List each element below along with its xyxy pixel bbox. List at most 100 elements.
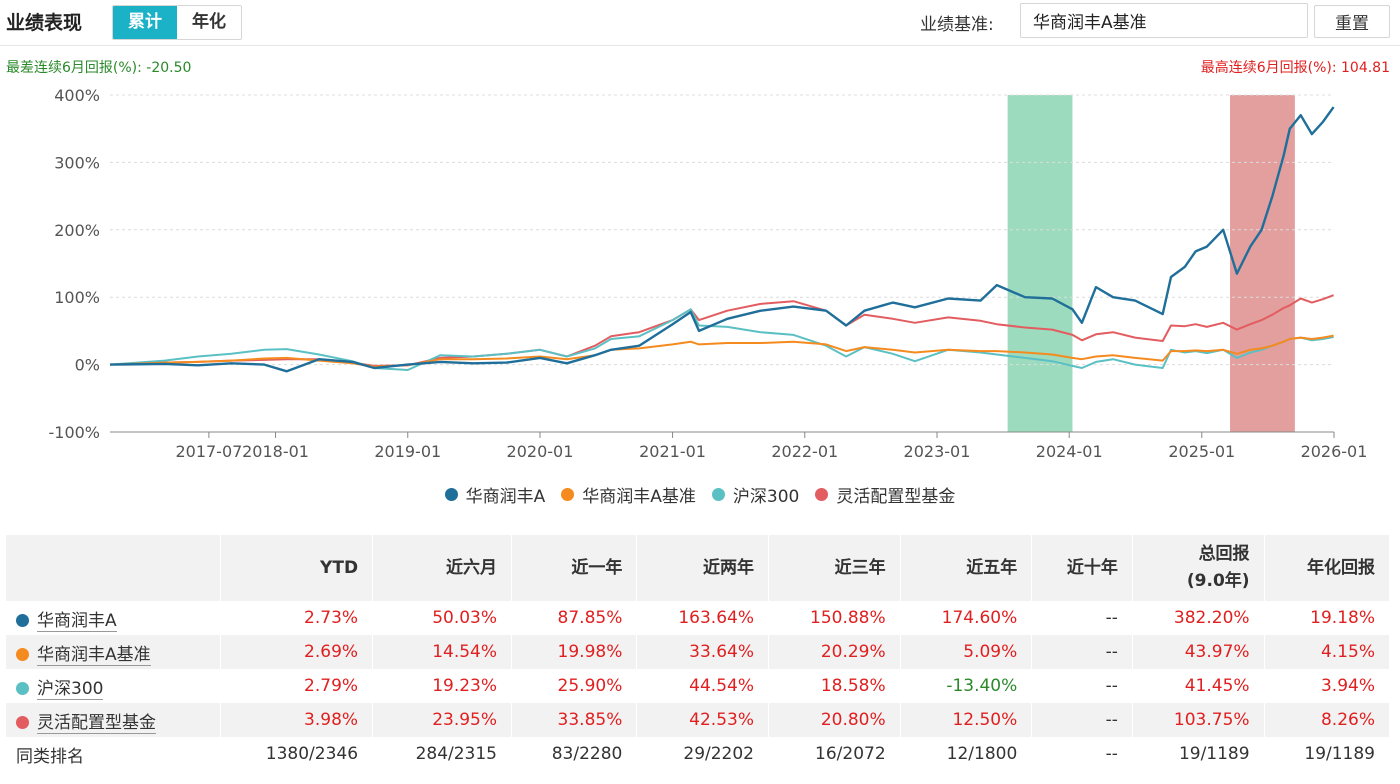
value-cell: 2.69% — [220, 635, 374, 669]
row-name-cell: 华商润丰A — [6, 601, 221, 635]
value-cell: 87.85% — [511, 601, 638, 635]
value-cell: -- — [1031, 669, 1133, 703]
series-name-link[interactable]: 灵活配置型基金 — [37, 712, 156, 734]
column-header: YTD — [220, 535, 374, 601]
series-marker — [16, 613, 29, 627]
value-cell: 42.53% — [636, 703, 769, 737]
rank-cell: 83/2280 — [511, 737, 638, 771]
value-cell: 44.54% — [636, 669, 769, 703]
value-cell: 20.29% — [768, 635, 901, 669]
y-tick-label: 300% — [54, 153, 100, 172]
reset-button[interactable]: 重置 — [1314, 5, 1390, 38]
rank-label: 同类排名 — [6, 737, 221, 771]
legend-label: 灵活配置型基金 — [836, 487, 956, 507]
value-cell: -- — [1031, 703, 1133, 737]
section-title: 业绩表现 — [6, 12, 83, 34]
y-tick-label: 100% — [54, 288, 100, 307]
value-cell: 41.45% — [1132, 669, 1265, 703]
legend-item-benchmark[interactable]: 华商润丰A基准 — [561, 482, 696, 507]
legend-marker — [815, 488, 829, 501]
value-cell: 3.98% — [220, 703, 374, 737]
y-tick-label: -100% — [48, 423, 100, 442]
value-cell: 19.18% — [1264, 601, 1391, 635]
worst-period-band — [1007, 95, 1073, 432]
value-cell: 2.73% — [220, 601, 374, 635]
value-cell: 50.03% — [372, 601, 513, 635]
chart-legend: 华商润丰A 华商润丰A基准 沪深300 灵活配置型基金 — [0, 482, 1400, 507]
value-cell: 3.94% — [1264, 669, 1391, 703]
column-header: 近五年 — [900, 535, 1033, 601]
y-tick-label: 200% — [54, 221, 100, 240]
best-6m-return: 最高连续6月回报(%): 104.81 — [1200, 60, 1390, 76]
series-name-link[interactable]: 华商润丰A — [37, 610, 117, 632]
rank-cell: 19/1189 — [1132, 737, 1265, 771]
value-cell: 33.85% — [511, 703, 638, 737]
x-tick-label: 2017-07 — [175, 442, 242, 461]
x-tick-label: 2018-01 — [242, 442, 309, 461]
value-cell: 23.95% — [372, 703, 513, 737]
rank-row: 同类排名 1380/2346 284/2315 83/2280 29/2202 16/20… — [6, 737, 1391, 771]
x-tick-label: 2025-01 — [1168, 442, 1235, 461]
benchmark-label: 业绩基准: — [920, 15, 994, 35]
value-cell: 14.54% — [372, 635, 513, 669]
header-bar: 业绩表现 累计 年化 业绩基准: 重置 — [0, 0, 1400, 46]
row-name-cell: 沪深300 — [6, 669, 221, 703]
legend-label: 沪深300 — [732, 487, 800, 507]
series-name-link[interactable]: 华商润丰A基准 — [37, 644, 151, 666]
table-header-row: YTD 近六月 近一年 近两年 近三年 近五年 近十年 总回报 (9.0年) 年化回报 — [6, 535, 1391, 601]
tab-cumulative[interactable]: 累计 — [113, 6, 177, 39]
x-tick-label: 2020-01 — [507, 442, 574, 461]
value-cell: 18.58% — [768, 669, 901, 703]
legend-item-fund[interactable]: 华商润丰A — [444, 482, 546, 507]
y-tick-label: 0% — [75, 356, 100, 375]
series-marker — [16, 681, 29, 695]
column-header: 近十年 — [1031, 535, 1133, 601]
series-marker — [16, 715, 29, 729]
rank-cell: -- — [1031, 737, 1133, 771]
legend-item-flex[interactable]: 灵活配置型基金 — [815, 482, 955, 507]
table-row: 华商润丰A基准 2.69% 14.54% 19.98% 33.64% 20.29% 5.09… — [6, 635, 1391, 669]
value-cell: 4.15% — [1264, 635, 1391, 669]
series-line-fund — [109, 106, 1335, 373]
legend-label: 华商润丰A基准 — [582, 487, 696, 507]
x-tick-label: 2019-01 — [374, 442, 441, 461]
value-cell: 8.26% — [1264, 703, 1391, 737]
x-tick-label: 2026-01 — [1301, 442, 1368, 461]
table-row: 灵活配置型基金 3.98% 23.95% 33.85% 42.53% 20.80% 12.5… — [6, 703, 1391, 737]
performance-table: YTD 近六月 近一年 近两年 近三年 近五年 近十年 总回报 (9.0年) 年化回报 华商润丰A… — [6, 535, 1391, 771]
rank-cell: 12/1800 — [900, 737, 1033, 771]
row-name-cell: 灵活配置型基金 — [6, 703, 221, 737]
column-header: 近三年 — [768, 535, 901, 601]
x-tick-label: 2024-01 — [1036, 442, 1103, 461]
legend-label: 华商润丰A — [465, 487, 546, 507]
value-cell: 20.80% — [768, 703, 901, 737]
benchmark-input[interactable] — [1020, 3, 1308, 38]
value-cell: 163.64% — [636, 601, 769, 635]
series-name-link[interactable]: 沪深300 — [37, 678, 104, 700]
value-cell: 19.98% — [511, 635, 638, 669]
worst-6m-return: 最差连续6月回报(%): -20.50 — [6, 60, 192, 76]
legend-item-hs300[interactable]: 沪深300 — [711, 482, 800, 507]
table-row: 沪深300 2.79% 19.23% 25.90% 44.54% 18.58% -13.40… — [6, 669, 1391, 703]
series-line-flex — [109, 294, 1334, 367]
value-cell: 33.64% — [636, 635, 769, 669]
y-tick-label: 400% — [54, 86, 100, 105]
row-name-cell: 华商润丰A基准 — [6, 635, 221, 669]
rank-cell: 1380/2346 — [220, 737, 374, 771]
column-header: 近六月 — [372, 535, 513, 601]
series-marker — [16, 647, 29, 661]
series-line-hs300 — [109, 308, 1334, 371]
x-tick-label: 2022-01 — [771, 442, 838, 461]
legend-marker — [444, 488, 458, 501]
x-tick-label: 2023-01 — [904, 442, 971, 461]
column-header — [6, 535, 221, 601]
value-cell: 5.09% — [900, 635, 1033, 669]
value-cell: 25.90% — [511, 669, 638, 703]
value-cell: 2.79% — [220, 669, 374, 703]
tab-annualized[interactable]: 年化 — [177, 6, 241, 39]
value-cell: -- — [1031, 635, 1133, 669]
column-header: 年化回报 — [1264, 535, 1391, 601]
legend-marker — [561, 488, 575, 501]
mode-tabs: 累计 年化 — [112, 5, 242, 40]
value-cell: 150.88% — [768, 601, 901, 635]
